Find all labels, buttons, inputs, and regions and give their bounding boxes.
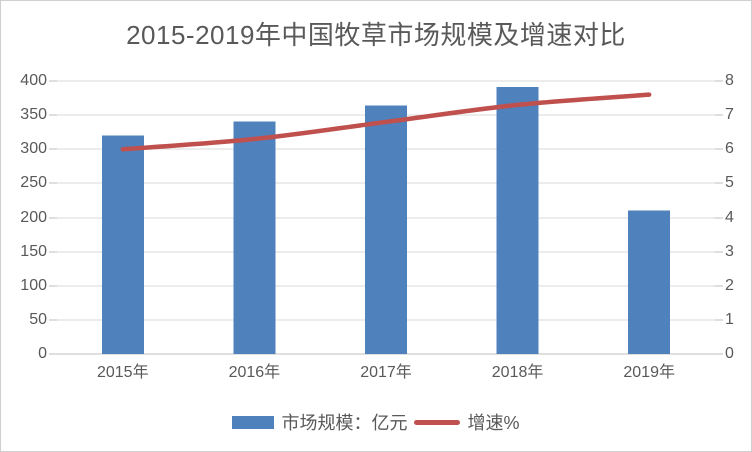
legend-line-swatch bbox=[414, 419, 461, 425]
growth-line bbox=[120, 92, 652, 152]
chart-title: 2015-2019年中国牧草市场规模及增速对比 bbox=[126, 20, 626, 50]
y2-axis-label: 4 bbox=[725, 209, 734, 226]
bar-series bbox=[101, 87, 671, 354]
y-axis-label: 0 bbox=[38, 345, 47, 362]
legend-bar-series-label: 市场规模：亿元 bbox=[281, 413, 408, 433]
market-size-bar bbox=[496, 87, 539, 354]
y2-axis-label: 5 bbox=[725, 174, 734, 191]
y2-axis-label: 8 bbox=[725, 72, 734, 89]
y-axis-label: 400 bbox=[20, 72, 47, 89]
market-size-bar bbox=[628, 210, 671, 354]
y2-axis-label: 3 bbox=[725, 243, 734, 260]
y2-axis-label: 0 bbox=[725, 345, 734, 362]
legend-bar-swatch bbox=[232, 415, 275, 429]
x-axis-label: 2018年 bbox=[491, 364, 544, 381]
y2-axis-label: 1 bbox=[725, 311, 734, 328]
axis-ticks bbox=[49, 80, 723, 355]
market-size-bar bbox=[365, 105, 407, 354]
y2-axis-label: 7 bbox=[725, 106, 734, 123]
y-axis-label: 100 bbox=[20, 277, 47, 294]
legend-line-series-label: 增速% bbox=[467, 413, 520, 433]
y-axis-label: 200 bbox=[20, 209, 47, 226]
x-axis-label: 2019年 bbox=[623, 364, 675, 381]
y-axis-label: 250 bbox=[20, 174, 47, 191]
y2-axis-label: 6 bbox=[725, 140, 734, 157]
x-axis-label: 2017年 bbox=[360, 364, 412, 381]
x-axis-label: 2016年 bbox=[228, 364, 281, 381]
y2-axis-label: 2 bbox=[725, 277, 734, 294]
legend: 市场规模：亿元 增速% bbox=[1, 409, 751, 435]
market-size-bar bbox=[233, 121, 276, 354]
y-axis-label: 350 bbox=[20, 106, 47, 123]
market-size-bar bbox=[101, 135, 144, 354]
x-axis-label: 2015年 bbox=[96, 364, 149, 381]
y-axis-label: 150 bbox=[20, 243, 47, 260]
y-axis-label: 300 bbox=[20, 140, 47, 157]
y-axis-label: 50 bbox=[29, 311, 47, 328]
